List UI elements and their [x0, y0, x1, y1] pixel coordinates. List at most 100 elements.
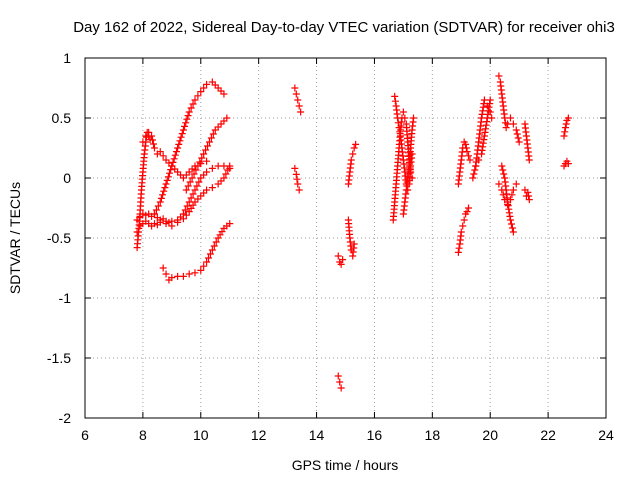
data-point	[139, 138, 147, 146]
data-point	[192, 166, 200, 174]
data-point	[506, 216, 514, 224]
data-point	[463, 148, 471, 156]
data-point	[181, 122, 189, 130]
data-point	[160, 187, 168, 195]
data-point	[157, 194, 165, 202]
data-point	[149, 136, 157, 144]
data-points	[133, 72, 572, 392]
y-tick-label: -1.5	[47, 350, 71, 366]
data-point	[564, 160, 572, 168]
data-point	[454, 248, 462, 256]
data-point	[401, 114, 409, 122]
data-point	[159, 264, 167, 272]
series-arc-R	[454, 138, 474, 188]
data-point	[495, 72, 503, 80]
data-point	[191, 96, 199, 104]
data-point	[498, 162, 506, 170]
data-point	[159, 152, 167, 160]
data-point	[294, 96, 302, 104]
data-point	[206, 250, 214, 258]
data-point	[163, 176, 171, 184]
data-point	[459, 222, 467, 230]
data-point	[220, 90, 228, 98]
x-tick-label: 8	[139, 427, 147, 443]
data-point	[177, 133, 185, 141]
data-point	[194, 162, 202, 170]
data-point	[152, 206, 160, 214]
series-arc-Z	[560, 114, 572, 140]
data-point	[145, 128, 153, 136]
data-point	[191, 186, 199, 194]
data-point	[220, 174, 228, 182]
data-point	[292, 170, 300, 178]
series-arc-W	[498, 162, 517, 236]
data-point	[391, 97, 399, 105]
data-point	[184, 182, 192, 190]
data-point	[200, 262, 208, 270]
data-point	[223, 114, 231, 122]
data-point	[291, 164, 299, 172]
data-point	[226, 162, 234, 170]
data-point	[339, 256, 347, 264]
data-point	[175, 140, 183, 148]
data-point	[162, 220, 170, 228]
data-point	[224, 166, 232, 174]
series-arc-M	[344, 140, 360, 188]
x-tick-label: 18	[425, 427, 441, 443]
data-point	[525, 196, 533, 204]
data-point	[156, 198, 164, 206]
data-point	[463, 208, 471, 216]
data-point	[295, 186, 303, 194]
data-point	[350, 240, 358, 248]
data-point	[352, 140, 360, 148]
x-tick-label: 12	[251, 427, 267, 443]
y-axis-label: SDTVAR / TECUs	[7, 182, 23, 294]
data-point	[162, 270, 170, 278]
data-point	[179, 126, 187, 134]
data-point	[462, 140, 470, 148]
series-arc-H	[291, 84, 305, 116]
data-point	[205, 138, 213, 146]
data-point	[336, 378, 344, 386]
data-point	[182, 119, 190, 127]
axis-ticks: 6 8 10 12 14 16 18 20 22 24 -2 -1.5 -1 -0.5 0 0.5 1	[47, 50, 614, 443]
data-point	[208, 164, 216, 172]
data-point	[506, 114, 514, 122]
x-tick-label: 16	[367, 427, 383, 443]
data-point	[560, 132, 568, 140]
data-point	[465, 204, 473, 212]
data-point	[182, 186, 190, 194]
x-tick-label: 14	[309, 427, 325, 443]
data-point	[168, 274, 176, 282]
data-point	[475, 156, 483, 164]
data-point	[190, 170, 198, 178]
series-arc-B	[133, 162, 234, 236]
series-arc-T	[472, 96, 494, 170]
data-point	[495, 180, 503, 188]
data-point	[462, 144, 470, 152]
y-tick-label: -0.5	[47, 230, 71, 246]
data-point	[561, 128, 569, 136]
data-point	[337, 384, 345, 392]
data-point	[150, 140, 158, 148]
chart-title: Day 162 of 2022, Sidereal Day-to-day VTE…	[73, 19, 615, 36]
data-point	[499, 166, 507, 174]
data-point	[203, 186, 211, 194]
data-point	[564, 114, 572, 122]
data-point	[176, 137, 184, 145]
data-point	[508, 224, 516, 232]
data-point	[150, 144, 158, 152]
data-point	[472, 162, 480, 170]
data-point	[222, 170, 230, 178]
data-point	[200, 84, 208, 92]
data-point	[174, 218, 182, 226]
data-point	[294, 180, 302, 188]
data-point	[156, 218, 164, 226]
series-arc-K	[334, 252, 347, 268]
series-arc-J	[334, 372, 345, 392]
data-point	[208, 184, 216, 192]
data-point	[194, 92, 202, 100]
data-point	[202, 146, 210, 154]
y-tick-label: 0.5	[52, 110, 72, 126]
